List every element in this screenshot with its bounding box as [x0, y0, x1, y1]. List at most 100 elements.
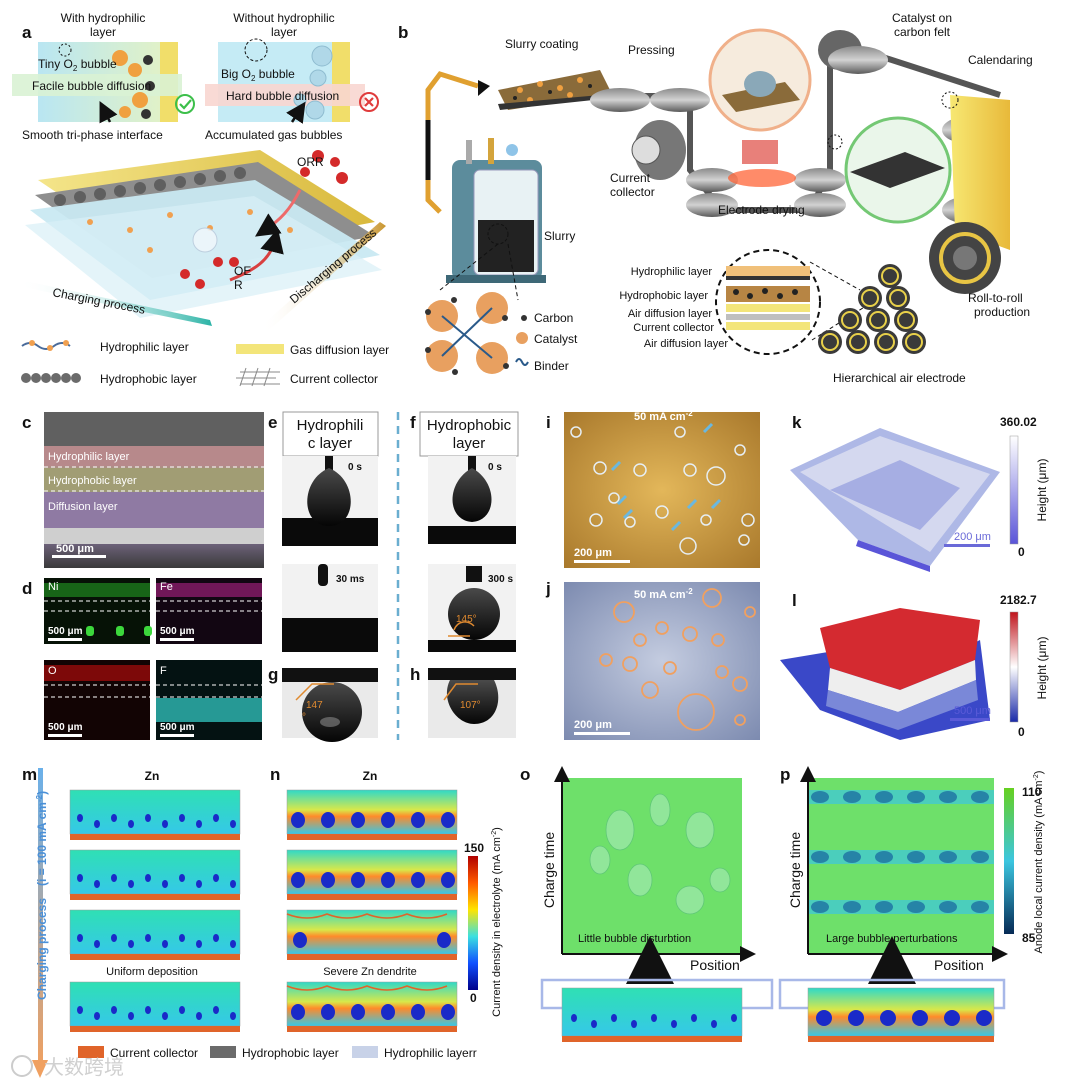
- bubble-mark: [111, 934, 117, 942]
- l-scale: 500 μm: [954, 705, 991, 717]
- o-inner: Little bubble disturbtion: [578, 933, 691, 945]
- b-roll-pyramid: [818, 264, 926, 354]
- contour-spot: [907, 791, 925, 803]
- p-ylab: Charge time: [787, 832, 803, 908]
- contour-spot: [875, 791, 893, 803]
- contour-spot: [907, 851, 925, 863]
- bubble: [711, 633, 725, 647]
- catalyst-dot-icon: [516, 332, 528, 344]
- panel-letter-i: i: [546, 413, 551, 432]
- roll-ring: [861, 289, 879, 307]
- collector-bar: [70, 1026, 240, 1032]
- roll-ring: [877, 333, 895, 351]
- e-time-0: 0 s: [348, 462, 362, 473]
- f-title-2: layer: [453, 435, 486, 452]
- d-o: O: [48, 665, 57, 677]
- bubble: [682, 626, 698, 642]
- b-callout-circle-2: [827, 134, 843, 150]
- simulation-frame: [807, 987, 995, 1037]
- contour-spot: [811, 791, 829, 803]
- bubble-mark: [111, 874, 117, 882]
- roll-ring: [869, 311, 887, 329]
- o-simulation-strip: [561, 987, 743, 1042]
- i-current: 50 mA cm-2: [634, 409, 693, 423]
- b-carbon: Carbon: [534, 311, 573, 325]
- bubble: [734, 444, 746, 456]
- panel-g: g 147 °: [268, 665, 378, 742]
- arrow-icon: [622, 508, 634, 520]
- bubble-mark: [179, 1006, 185, 1014]
- roll-ring: [849, 333, 867, 351]
- contour-blob: [675, 885, 705, 915]
- panel-letter-k: k: [792, 413, 802, 432]
- d-scale-o: 500 μm: [48, 722, 83, 733]
- bubble-mark: [411, 812, 425, 828]
- bubble-mark: [411, 872, 425, 888]
- contour-band: [808, 850, 994, 864]
- f-time-1: 300 s: [488, 574, 513, 585]
- bubble: [641, 681, 659, 699]
- simulation-frame: [69, 981, 241, 1027]
- d-fe: Fe: [160, 581, 173, 593]
- p-contour-map: [808, 778, 994, 954]
- panel-letter-m: m: [22, 765, 37, 784]
- panel-b: b Slurry coating Pressing Catalyst on ca…: [398, 11, 1033, 385]
- bubble-mark: [230, 940, 236, 948]
- b-hose: [425, 71, 490, 214]
- k-scale: 200 μm: [954, 531, 991, 543]
- j-current: 50 mA cm-2: [634, 587, 693, 601]
- bubble-mark: [77, 814, 83, 822]
- bubble-mark: [591, 1020, 597, 1028]
- f-angle: 145°: [456, 614, 477, 625]
- bubble-mark: [321, 1004, 335, 1020]
- p-simulation-strip: [807, 987, 995, 1042]
- bubble-mark: [145, 1006, 151, 1014]
- panel-e: e Hydrophili c layer 0 s 30 ms: [268, 411, 379, 652]
- roll-ring: [889, 289, 907, 307]
- contour-spot: [971, 851, 989, 863]
- f-title-1: Hydrophobic: [427, 417, 512, 434]
- a-hard-label: Hard bubble diffusion: [226, 89, 339, 103]
- contour-blob: [589, 845, 611, 875]
- contour-spot: [875, 851, 893, 863]
- dendrite-edge: [286, 985, 448, 991]
- panel-letter-f: f: [410, 413, 416, 432]
- panel-letter-d: d: [22, 579, 32, 598]
- cross-icon: [359, 92, 379, 112]
- contour-spot: [907, 901, 925, 913]
- bubble: [613, 601, 635, 623]
- m-charge-arrow: [38, 768, 43, 1068]
- legend-gdl: Gas diffusion layer: [290, 343, 389, 357]
- e-title-1: Hydrophili: [297, 417, 364, 434]
- bubble-mark: [145, 814, 151, 822]
- b-catalyst: Catalyst: [534, 332, 578, 346]
- bubble-mark: [128, 940, 134, 948]
- a-oer-label-1: OE: [234, 264, 251, 278]
- panel-i: i 50 mA cm-2 200 μm: [546, 409, 760, 568]
- panel-l: l 2182.7 0 Height (μm) 500 μm: [780, 591, 1049, 740]
- arrow-icon: [710, 498, 722, 510]
- b-roll-2: production: [974, 305, 1030, 319]
- contour-spot: [971, 791, 989, 803]
- bubble-mark: [912, 1010, 928, 1026]
- contour-spot: [843, 791, 861, 803]
- a-big-bubble-label: Big O2 bubble: [221, 67, 295, 83]
- d-scale-f: 500 μm: [160, 722, 195, 733]
- bubble-mark: [731, 1014, 737, 1022]
- k-axis: Height (μm): [1035, 459, 1049, 522]
- contour-blob: [627, 863, 653, 897]
- bubble-mark: [213, 934, 219, 942]
- p-cb-label: Anode local current density (mA cm-2): [1033, 771, 1045, 954]
- bubble-mark: [94, 820, 100, 828]
- bubble: [677, 693, 715, 731]
- contour-spot: [843, 851, 861, 863]
- bubble: [608, 492, 620, 504]
- c-hydrophilic: Hydrophilic layer: [48, 451, 130, 463]
- bubble-mark: [291, 1004, 305, 1020]
- bubble: [622, 656, 638, 672]
- bubble-mark: [441, 872, 455, 888]
- bubble-mark: [145, 934, 151, 942]
- n-title: Zn: [363, 769, 378, 783]
- j-micrograph: [564, 582, 760, 740]
